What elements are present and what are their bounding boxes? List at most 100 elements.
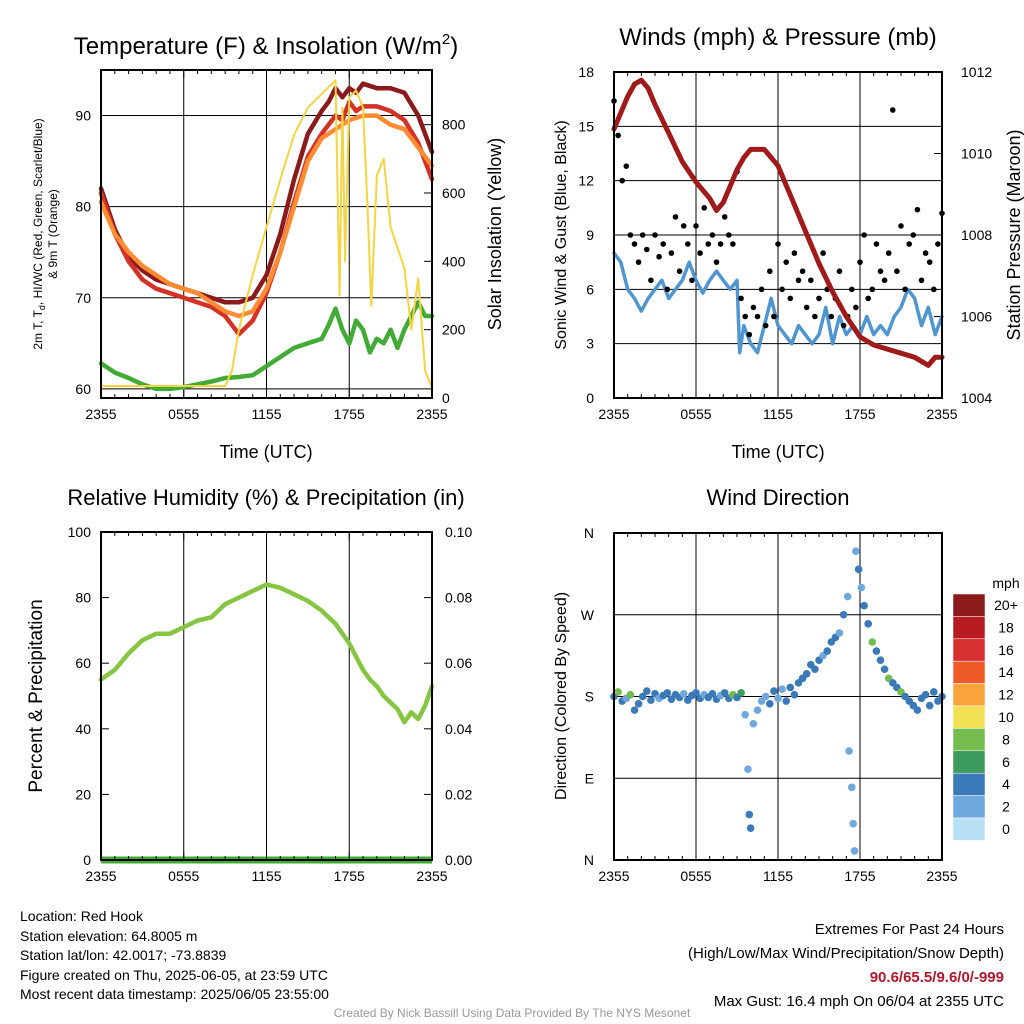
- rh-xtick-label: 1155: [251, 868, 281, 884]
- rh-ytick-label: 40: [75, 721, 91, 737]
- wind-y2label: Station Pressure (Maroon): [1004, 129, 1024, 340]
- temp-ytick-label: 80: [75, 199, 91, 215]
- wind-gust-point: [697, 250, 703, 256]
- wind-gust-point: [873, 241, 880, 247]
- colorbar-swatch: [952, 660, 986, 684]
- rh-y2tick-label: 0.08: [445, 590, 472, 606]
- wind-y2tick-label: 1010: [961, 146, 992, 162]
- pressure-line: [611, 77, 945, 368]
- dir-ytick-label: W: [581, 607, 595, 623]
- wind-gust-point: [664, 286, 671, 293]
- colorbar-swatch: [952, 616, 986, 640]
- wind-gust-point: [713, 259, 720, 265]
- wind-ytick-label: 6: [586, 281, 594, 297]
- colorbar-swatch: [952, 638, 986, 662]
- dir-ytick-label: E: [585, 770, 594, 786]
- wind-gust-point: [685, 241, 691, 247]
- wind-gust-point: [660, 241, 666, 247]
- wind-gust-point: [644, 246, 650, 253]
- dir-title: Wind Direction: [706, 485, 849, 510]
- wind-gust-point: [779, 286, 785, 293]
- colorbar-label: 10: [998, 709, 1014, 725]
- colorbar-label: 2: [1002, 799, 1010, 815]
- wind-ytick-label: 0: [586, 390, 594, 406]
- temp-y2label: Solar Insolation (Yellow): [485, 138, 505, 330]
- wind-gust-point: [865, 295, 871, 302]
- dir-point: [630, 706, 639, 714]
- wind-gust-point: [652, 232, 658, 238]
- dir-point: [770, 687, 778, 695]
- colorbar-label: 18: [998, 619, 1014, 635]
- dir-point: [823, 647, 831, 655]
- rh-y2tick-label: 0.06: [445, 655, 472, 671]
- wind-ylabel: Sonic Wind & Gust (Blue, Black): [553, 120, 570, 349]
- wind-gust-point: [808, 277, 814, 284]
- dir-point: [843, 592, 852, 601]
- wind-gust-point: [820, 250, 826, 256]
- temp-xtick-label: 1755: [334, 406, 365, 422]
- rh-ylabel: Percent & Precipitation: [26, 599, 47, 792]
- temp-series-line-4: [100, 79, 433, 389]
- wind-gust-point: [902, 286, 908, 293]
- rh-xtick-label: 0555: [168, 868, 199, 884]
- dir-xtick-label: 1755: [844, 868, 875, 884]
- wind-gust-point: [869, 286, 876, 293]
- wind-gust-point: [795, 277, 802, 284]
- dir-point: [778, 685, 786, 694]
- colorbar-swatch: [952, 772, 986, 796]
- dir-xtick-label: 0555: [680, 868, 711, 884]
- extremes-title: Extremes For Past 24 Hours: [814, 921, 1004, 938]
- wind-gust-point: [680, 223, 687, 229]
- dir-point: [839, 610, 848, 619]
- dir-point: [864, 620, 872, 628]
- dir-point: [921, 690, 930, 699]
- colorbar-swatch: [952, 728, 986, 752]
- wind-gust-point: [840, 322, 847, 329]
- wind-speed-line: [612, 251, 944, 355]
- wind-gust-point: [623, 163, 630, 169]
- wind-gust-point: [894, 268, 900, 275]
- wind-gust-point: [738, 295, 744, 302]
- dir-xtick-label: 2355: [926, 868, 957, 884]
- dir-point: [741, 710, 749, 719]
- colorbar-label: 4: [1002, 776, 1010, 792]
- colorbar-title: mph: [992, 575, 1019, 591]
- wind-gust-point: [627, 232, 634, 238]
- dir-point: [850, 847, 859, 855]
- wind-gust-point: [898, 223, 904, 229]
- temp-series-line-2: [98, 113, 435, 319]
- colorbar-swatch: [952, 593, 986, 617]
- temp-y2tick-label: 400: [442, 253, 466, 269]
- rh-y2tick-label: 0.04: [445, 721, 472, 737]
- wind-gust-point: [799, 268, 806, 275]
- wind-gust-point: [836, 268, 843, 275]
- wind-gust-point: [742, 313, 748, 320]
- wind-gust-point: [926, 259, 933, 265]
- dir-point: [737, 689, 745, 697]
- dir-point: [626, 690, 635, 699]
- wind-gust-point: [635, 259, 642, 265]
- wind-gust-point: [816, 295, 822, 302]
- wind-gust-point: [935, 241, 941, 247]
- rh-ytick-label: 80: [75, 590, 91, 606]
- dir-point: [925, 701, 934, 710]
- wind-ytick-label: 3: [586, 336, 594, 352]
- wind-gust-point: [689, 277, 695, 284]
- extremes-subtitle: (High/Low/Max Wind/Precipitation/Snow De…: [688, 945, 1004, 962]
- dir-point: [811, 665, 819, 674]
- dir-ytick-label: S: [585, 689, 594, 705]
- dir-point: [753, 706, 762, 714]
- dir-point: [913, 706, 922, 714]
- rh-xtick-label: 1755: [334, 868, 365, 884]
- colorbar-label: 6: [1002, 754, 1010, 770]
- wind-gust-point: [726, 232, 732, 238]
- dir-ytick-label: N: [584, 525, 594, 541]
- wind-gust-point: [918, 277, 925, 284]
- wind-xlabel: Time (UTC): [731, 442, 824, 462]
- wind-xtick-label: 2355: [598, 406, 629, 422]
- temp-xtick-label: 2355: [416, 406, 447, 422]
- wind-gust-point: [721, 214, 728, 220]
- temp-y2tick-label: 600: [442, 185, 466, 201]
- wind-y2tick-label: 1008: [961, 227, 992, 243]
- wind-gust-point: [803, 304, 810, 311]
